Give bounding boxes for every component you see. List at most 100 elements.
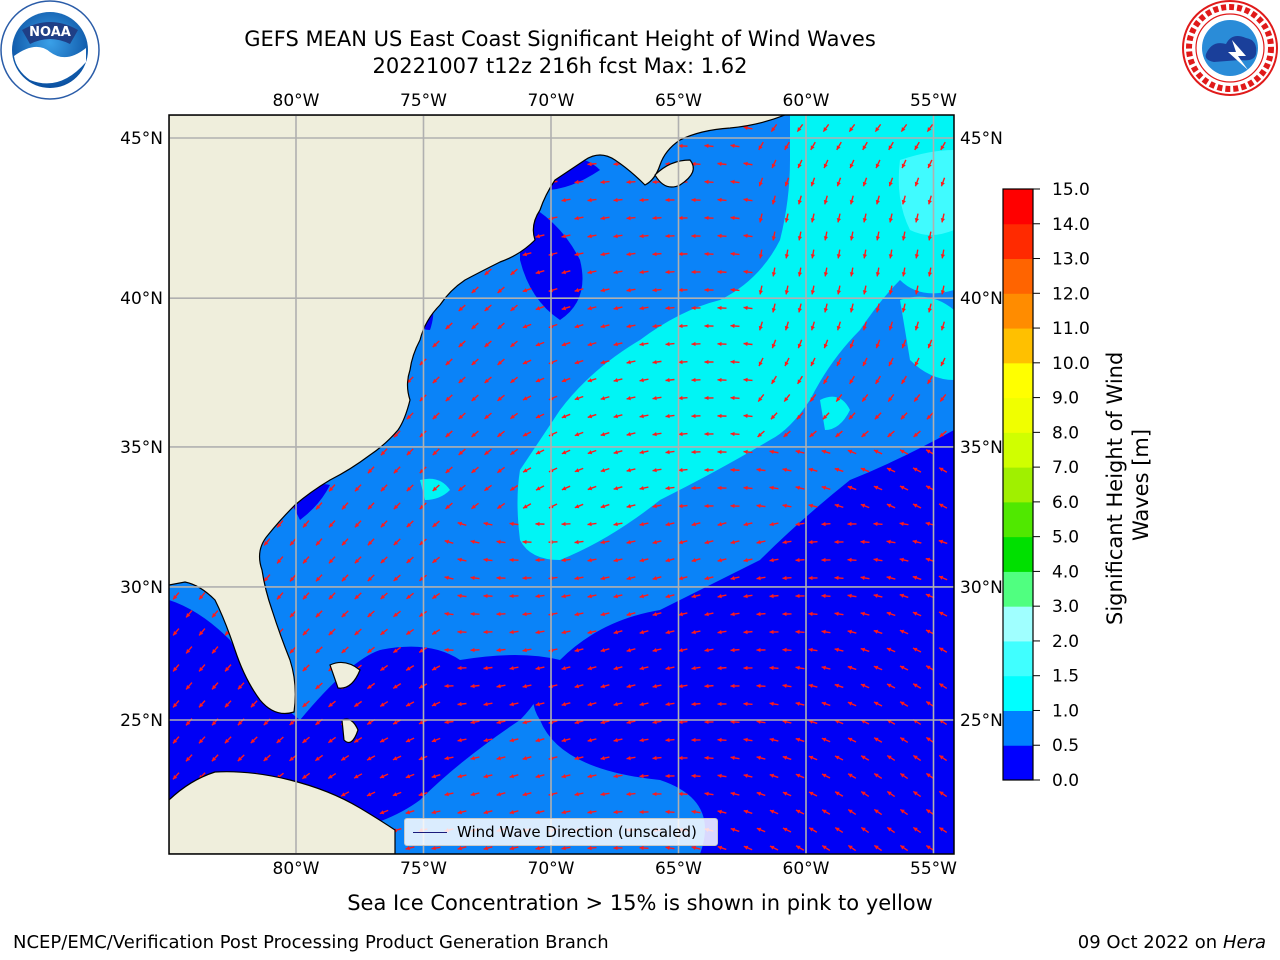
wave-arrow — [315, 538, 323, 546]
wave-arrow — [626, 719, 636, 725]
wave-arrow — [756, 467, 766, 473]
wave-arrow — [471, 430, 479, 438]
wave-arrow — [432, 448, 440, 456]
wave-arrow — [678, 540, 688, 545]
wave-arrow — [327, 772, 337, 780]
wave-arrow — [834, 755, 844, 761]
wave-arrow — [341, 610, 349, 618]
wave-arrow — [665, 522, 675, 527]
wave-arrow — [353, 700, 363, 708]
wave-arrow — [783, 430, 791, 438]
date-host-text: 09 Oct 2022 on Hera — [1078, 932, 1266, 953]
wave-arrow — [587, 594, 597, 599]
wave-arrow — [873, 737, 883, 743]
wave-arrow — [756, 683, 766, 689]
wave-arrow — [328, 484, 336, 492]
wave-arrow — [302, 520, 310, 528]
wave-arrow — [392, 646, 402, 654]
wave-arrow — [873, 521, 883, 527]
wave-arrow — [665, 737, 675, 743]
wave-arrow — [873, 844, 883, 852]
wave-arrow — [509, 702, 519, 707]
wave-arrow — [888, 141, 894, 151]
wave-arrow — [771, 195, 776, 205]
wave-arrow — [860, 503, 870, 509]
wave-arrow — [224, 664, 232, 672]
wave-arrow — [665, 197, 675, 203]
colorbar-segment — [1003, 362, 1033, 399]
map-frame — [168, 114, 955, 855]
wave-arrow — [406, 520, 414, 528]
wave-arrow — [795, 845, 805, 851]
wave-arrow — [444, 792, 454, 797]
wave-arrow — [795, 701, 805, 706]
colorbar-segment — [1003, 258, 1033, 294]
wave-arrow — [652, 467, 662, 473]
wave-arrow — [587, 702, 597, 707]
wave-arrow — [665, 701, 675, 707]
wave-arrow — [678, 251, 688, 257]
wave-arrow — [561, 377, 571, 383]
wave-arrow — [678, 503, 688, 509]
wave-arrow — [730, 503, 740, 509]
wave-arrow — [810, 249, 816, 259]
wave-arrow — [938, 503, 948, 509]
wave-arrow — [574, 467, 584, 473]
wave-arrow — [587, 306, 597, 311]
wave-arrow — [379, 809, 389, 815]
wave-arrow — [873, 449, 883, 455]
wave-arrow — [887, 430, 895, 438]
wave-arrow — [886, 611, 896, 617]
wave-arrow — [678, 323, 688, 329]
nws-logo-icon — [1182, 0, 1278, 96]
wave-arrow — [834, 503, 844, 509]
wave-arrow — [509, 484, 519, 492]
wave-arrow — [808, 575, 818, 581]
wave-arrow — [600, 755, 610, 761]
wave-arrow — [665, 845, 675, 851]
wave-arrow — [626, 540, 636, 545]
wave-arrow — [927, 339, 933, 349]
wave-arrow — [849, 267, 855, 277]
lon-tick-labels-bottom: 80°W 75°W 70°W 65°W 60°W 55°W — [273, 859, 958, 879]
wave-arrow — [626, 215, 636, 221]
wave-arrow — [405, 628, 415, 636]
wave-arrow — [717, 773, 727, 779]
wave-arrow — [639, 269, 649, 275]
wave-arrow — [912, 575, 922, 581]
colorbar-ticks: 0.0 0.5 1.0 1.5 2.0 3.0 4.0 5.0 6.0 7.0 8.0 9.0 10.0… — [1033, 180, 1090, 791]
wave-arrow — [431, 810, 441, 815]
wave-arrow — [250, 700, 258, 708]
wave-arrow — [913, 394, 921, 402]
wave-arrow — [185, 646, 193, 654]
wave-arrow — [522, 323, 532, 329]
wave-arrow — [626, 755, 636, 761]
colorbar-segment — [1003, 328, 1033, 364]
wave-arrow — [600, 648, 610, 653]
wave-arrow — [366, 682, 376, 690]
wave-arrow — [587, 449, 597, 455]
wave-arrow — [834, 683, 844, 689]
wave-arrow — [795, 521, 805, 527]
wave-arrow — [822, 412, 830, 420]
wave-arrow — [185, 754, 193, 762]
wave-arrow — [821, 449, 831, 455]
wave-arrow — [862, 321, 868, 331]
wave-arrow — [471, 358, 479, 366]
wave-arrow — [795, 593, 805, 599]
wave-arrow — [198, 700, 206, 708]
wave-arrow — [302, 556, 310, 564]
colorbar-tick-label: 15.0 — [1052, 180, 1090, 200]
wave-arrow — [926, 123, 934, 133]
wave-arrow — [912, 826, 922, 834]
wave-arrow — [810, 213, 815, 223]
wave-arrow — [522, 359, 532, 365]
wave-arrow — [704, 179, 714, 185]
wave-arrow — [821, 557, 831, 563]
wave-arrow — [810, 285, 816, 295]
wave-arrow — [938, 575, 948, 581]
wave-arrow — [901, 339, 907, 349]
wave-arrow — [730, 683, 740, 689]
wave-arrow — [639, 630, 649, 635]
wave-arrow — [743, 845, 753, 851]
